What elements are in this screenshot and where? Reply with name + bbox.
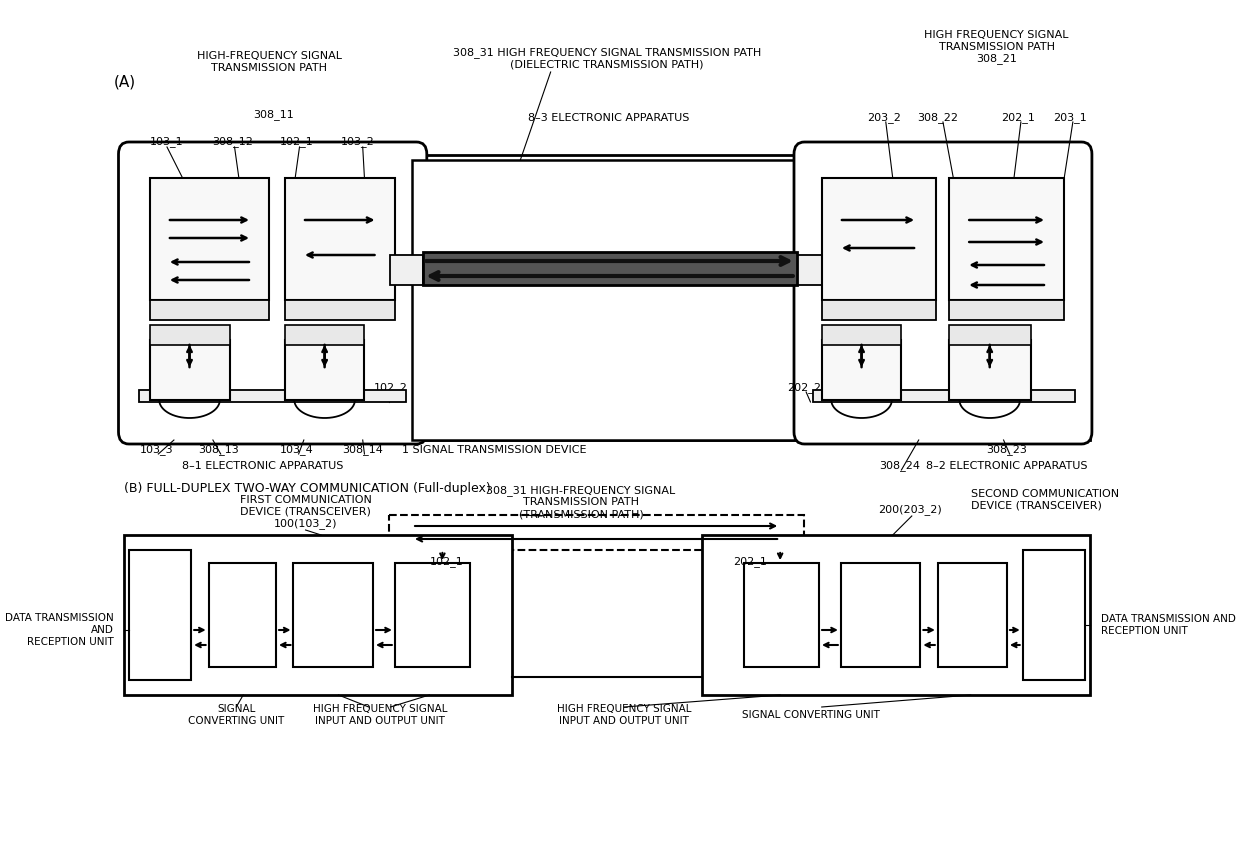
Text: 102_1: 102_1 (430, 557, 464, 567)
Polygon shape (1023, 550, 1085, 680)
Text: 202_1: 202_1 (733, 557, 766, 567)
Polygon shape (423, 252, 797, 285)
Polygon shape (412, 160, 805, 440)
Polygon shape (285, 178, 394, 300)
Text: 103_3: 103_3 (140, 445, 174, 455)
Text: SECOND COMMUNICATION
DEVICE (TRANSCEIVER): SECOND COMMUNICATION DEVICE (TRANSCEIVER… (971, 489, 1118, 511)
Text: 8–1 ELECTRONIC APPARATUS: 8–1 ELECTRONIC APPARATUS (181, 461, 343, 471)
Polygon shape (822, 178, 936, 300)
Polygon shape (150, 325, 231, 345)
Text: HIGH FREQUENCY SIGNAL
INPUT AND OUTPUT UNIT: HIGH FREQUENCY SIGNAL INPUT AND OUTPUT U… (312, 704, 448, 726)
Polygon shape (208, 563, 277, 667)
Text: 103_2: 103_2 (341, 137, 374, 148)
Polygon shape (391, 255, 423, 285)
Text: 8–2 ELECTRONIC APPARATUS: 8–2 ELECTRONIC APPARATUS (926, 461, 1087, 471)
Polygon shape (150, 300, 269, 320)
Polygon shape (744, 563, 820, 667)
Polygon shape (813, 390, 1075, 402)
Polygon shape (129, 550, 191, 680)
Polygon shape (150, 178, 269, 300)
FancyBboxPatch shape (119, 142, 427, 444)
Polygon shape (294, 563, 373, 667)
Polygon shape (949, 325, 1032, 345)
Text: (B) FULL-DUPLEX TWO-WAY COMMUNICATION (Full-duplex): (B) FULL-DUPLEX TWO-WAY COMMUNICATION (F… (124, 481, 491, 494)
Text: 103_4: 103_4 (280, 445, 314, 455)
Text: 203_2: 203_2 (867, 113, 901, 123)
Text: 308_14: 308_14 (342, 445, 383, 455)
Polygon shape (285, 340, 365, 400)
Text: 102_1: 102_1 (280, 137, 314, 148)
Text: 200(203_2): 200(203_2) (878, 504, 942, 515)
Polygon shape (937, 563, 1007, 667)
Text: DATA TRANSMISSION AND
RECEPTION UNIT: DATA TRANSMISSION AND RECEPTION UNIT (1101, 614, 1235, 636)
Text: 308_13: 308_13 (198, 445, 239, 455)
Text: SIGNAL CONVERTING UNIT: SIGNAL CONVERTING UNIT (742, 710, 879, 720)
Text: 308_23: 308_23 (987, 445, 1028, 455)
Text: HIGH FREQUENCY SIGNAL
INPUT AND OUTPUT UNIT: HIGH FREQUENCY SIGNAL INPUT AND OUTPUT U… (557, 704, 692, 726)
Text: (A): (A) (113, 75, 135, 89)
Text: SIGNAL
CONVERTING UNIT: SIGNAL CONVERTING UNIT (188, 704, 284, 726)
Text: 202_1: 202_1 (1002, 113, 1035, 123)
Text: 308_31 HIGH-FREQUENCY SIGNAL
TRANSMISSION PATH
(TRANSMISSION PATH): 308_31 HIGH-FREQUENCY SIGNAL TRANSMISSIO… (486, 485, 676, 519)
Polygon shape (822, 340, 901, 400)
Text: 100(103_2): 100(103_2) (274, 519, 337, 530)
Text: DATA TRANSMISSION
AND
RECEPTION UNIT: DATA TRANSMISSION AND RECEPTION UNIT (5, 613, 113, 647)
Polygon shape (949, 178, 1064, 300)
Text: HIGH FREQUENCY SIGNAL
TRANSMISSION PATH
308_21: HIGH FREQUENCY SIGNAL TRANSMISSION PATH … (924, 30, 1069, 64)
Text: 1 SIGNAL TRANSMISSION DEVICE: 1 SIGNAL TRANSMISSION DEVICE (402, 445, 587, 455)
FancyBboxPatch shape (794, 142, 1092, 444)
Text: 308_12: 308_12 (212, 137, 253, 148)
Polygon shape (822, 325, 901, 345)
Text: 8–3 ELECTRONIC APPARATUS: 8–3 ELECTRONIC APPARATUS (528, 113, 689, 123)
Text: 308_11: 308_11 (253, 110, 294, 121)
Text: 203_1: 203_1 (1054, 113, 1087, 123)
Text: 103_1: 103_1 (150, 137, 184, 148)
Text: 308_31 HIGH FREQUENCY SIGNAL TRANSMISSION PATH
(DIELECTRIC TRANSMISSION PATH): 308_31 HIGH FREQUENCY SIGNAL TRANSMISSIO… (453, 47, 761, 70)
Text: HIGH-FREQUENCY SIGNAL
TRANSMISSION PATH: HIGH-FREQUENCY SIGNAL TRANSMISSION PATH (197, 51, 342, 73)
Polygon shape (285, 325, 365, 345)
Polygon shape (949, 340, 1032, 400)
Polygon shape (150, 340, 231, 400)
Polygon shape (124, 535, 512, 695)
Polygon shape (285, 300, 394, 320)
Polygon shape (822, 300, 936, 320)
Polygon shape (797, 255, 828, 285)
Polygon shape (139, 390, 405, 402)
Polygon shape (702, 535, 1090, 695)
Text: 308_22: 308_22 (918, 113, 959, 123)
Polygon shape (124, 155, 1090, 440)
Text: FIRST COMMUNICATION
DEVICE (TRANSCEIVER): FIRST COMMUNICATION DEVICE (TRANSCEIVER) (239, 495, 372, 517)
Text: 308_24: 308_24 (879, 460, 920, 471)
Polygon shape (388, 515, 805, 550)
Polygon shape (394, 563, 470, 667)
Text: 102_2: 102_2 (373, 383, 408, 393)
Polygon shape (949, 300, 1064, 320)
Text: 202_2: 202_2 (787, 383, 821, 393)
Polygon shape (841, 563, 920, 667)
